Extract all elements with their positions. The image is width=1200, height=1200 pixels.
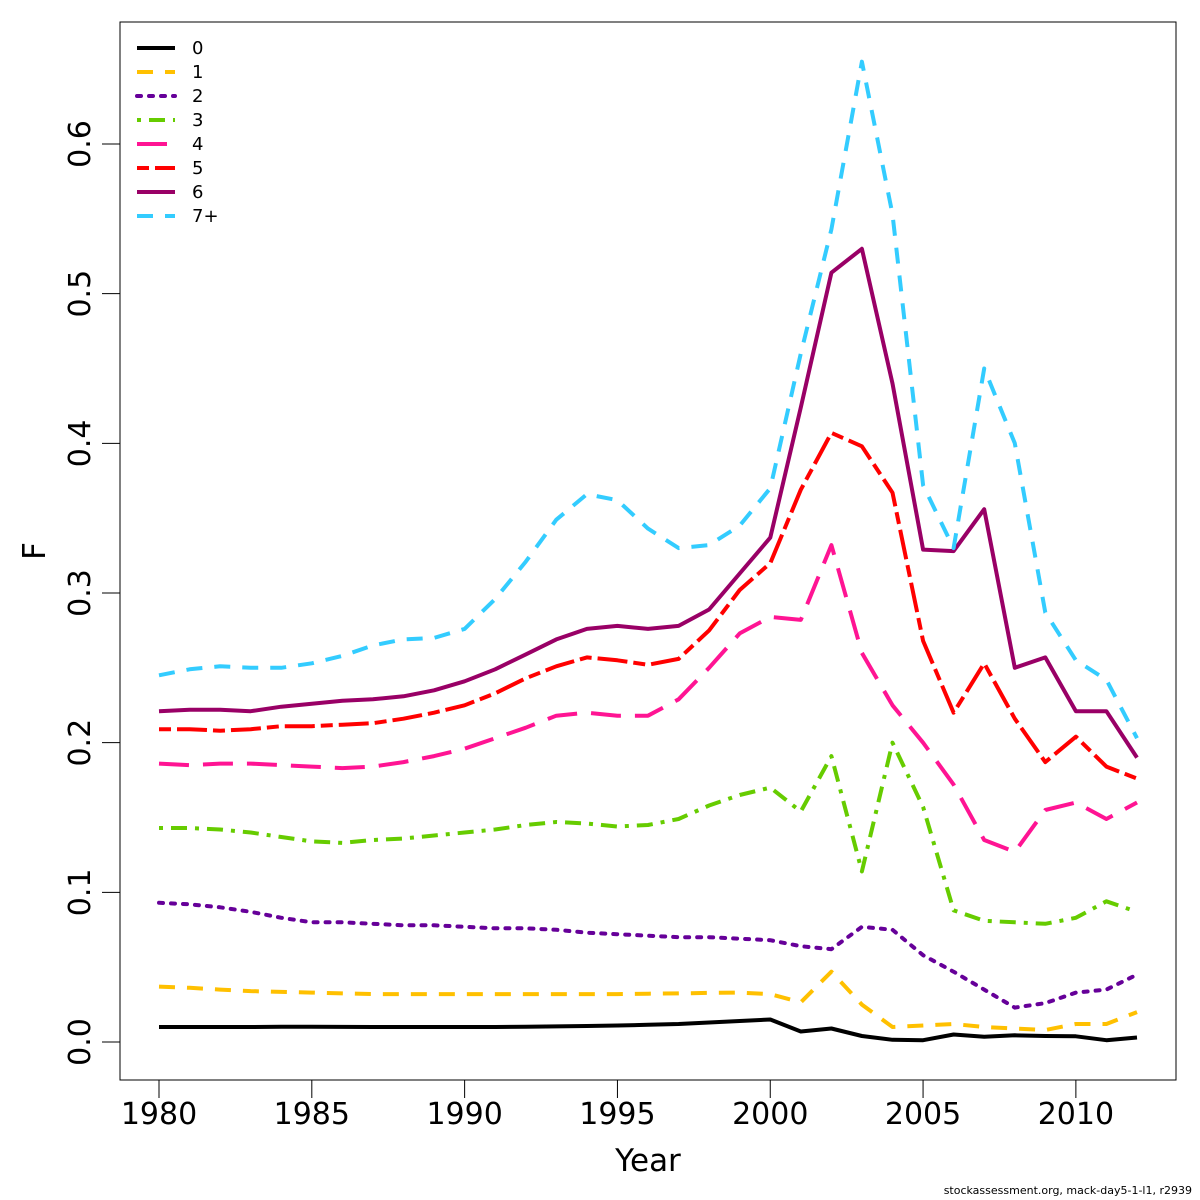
footer-credit: stockassessment.org, mack-day5-1-l1, r29…	[943, 1184, 1192, 1197]
x-axis-title: Year	[614, 1143, 681, 1179]
x-tick-label: 2005	[885, 1097, 961, 1132]
legend-label-1: 1	[192, 62, 203, 83]
y-axis: 0.0 0.1 0.2 0.3 0.4 0.5 0.6	[63, 120, 121, 1066]
y-tick-label: 0.3	[63, 569, 98, 617]
series-line-2	[157, 900, 1139, 1010]
series-line-7plus	[158, 59, 1139, 740]
series-line-4	[158, 543, 1138, 854]
series-line-3	[159, 740, 1138, 926]
y-tick-label: 0.5	[63, 270, 98, 318]
series-line-6	[158, 246, 1139, 759]
legend: 0 1 2 3 4 5 6 7+	[135, 38, 219, 227]
x-tick-label: 2010	[1038, 1097, 1114, 1132]
legend-label-6: 6	[192, 182, 203, 203]
legend-label-7plus: 7+	[192, 206, 219, 227]
y-tick-label: 0.2	[63, 719, 98, 767]
x-tick-label: 2000	[732, 1097, 808, 1132]
x-tick-label: 1995	[579, 1097, 655, 1132]
x-tick-label: 1990	[426, 1097, 502, 1132]
series-lines	[157, 59, 1139, 1043]
legend-label-3: 3	[192, 110, 203, 131]
legend-label-0: 0	[192, 38, 203, 59]
y-tick-label: 0.0	[63, 1018, 98, 1066]
y-tick-label: 0.1	[63, 868, 98, 916]
series-line-5	[159, 430, 1138, 781]
y-axis-title: F	[17, 542, 53, 560]
plot-frame	[119, 21, 1177, 1081]
x-axis: 1980 1985 1990 1995 2000 2005 2010	[121, 1079, 1114, 1132]
series-line-1	[158, 969, 1138, 1032]
x-tick-label: 1980	[121, 1097, 197, 1132]
y-tick-label: 0.6	[63, 120, 98, 168]
legend-label-4: 4	[192, 134, 203, 155]
legend-label-2: 2	[192, 86, 203, 107]
x-tick-label: 1985	[274, 1097, 350, 1132]
series-line-0	[159, 1017, 1138, 1043]
legend-label-5: 5	[192, 158, 203, 179]
y-tick-label: 0.4	[63, 419, 98, 467]
